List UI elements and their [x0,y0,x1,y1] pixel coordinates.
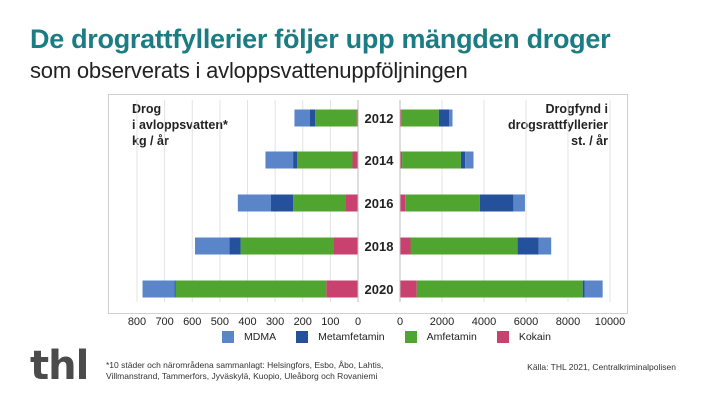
chart-frame [108,94,628,314]
left-bar-mdma-2020 [142,280,175,298]
left-ylabel-line: kg / år [132,134,169,148]
legend-label: Metamfetamin [318,331,385,343]
left-bar-kokain-2018 [333,237,358,255]
left-x-tick-label: 600 [183,316,201,328]
right-bar-mdma-2014 [465,151,474,169]
left-bar-metamfetamin-2012 [309,109,316,127]
left-bar-mdma-2012 [294,109,310,127]
legend-swatch-amfetamin [404,331,417,343]
left-bar-kokain-2014 [352,151,358,169]
page-subtitle: som observerats i avloppsvattenuppföljni… [30,58,468,83]
right-bar-mdma-2020 [584,280,603,298]
left-bar-kokain-2016 [345,194,358,212]
right-bar-kokain-2018 [400,237,411,255]
right-bar-kokain-2012 [400,109,402,127]
legend-swatch-kokain [496,331,509,343]
right-x-tick-label: 4000 [472,316,496,328]
right-bar-mdma-2018 [538,237,552,255]
right-bar-amfetamin-2018 [410,237,518,255]
right-ylabel-line: drogsrattfyllerier [507,118,608,132]
chart-legend: MDMA Metamfetamin Amfetamin Kokain [222,331,571,343]
left-x-tick-label: 0 [355,316,361,328]
left-bar-amfetamin-2018 [240,237,334,255]
source-note: Källa: THL 2021, Centralkriminalpolisen [527,362,676,372]
left-ylabel-line: i avloppsvatten* [132,118,228,132]
right-bar-metamfetamin-2014 [460,151,466,169]
right-bar-kokain-2020 [400,280,417,298]
right-ylabel-line: Drogfynd i [545,102,609,116]
right-bar-amfetamin-2014 [402,151,461,169]
left-chart-ylabel: Drog i avloppsvatten* kg / år [132,101,228,149]
right-bar-mdma-2012 [449,109,453,127]
right-x-tick-label: 10000 [595,316,626,328]
left-bar-metamfetamin-2014 [293,151,298,169]
legend-item-kokain: Kokain [496,331,551,343]
right-bar-metamfetamin-2012 [438,109,450,127]
left-x-tick-label: 100 [321,316,339,328]
right-bar-amfetamin-2012 [401,109,439,127]
legend-item-amfetamin: Amfetamin [404,331,477,343]
right-bar-kokain-2014 [400,151,403,169]
right-x-tick-label: 6000 [514,316,538,328]
right-x-tick-label: 2000 [430,316,454,328]
right-bar-kokain-2016 [400,194,406,212]
legend-swatch-metamfetamin [296,331,309,343]
left-bar-amfetamin-2012 [315,109,357,127]
year-label: 2012 [365,111,394,126]
right-bar-metamfetamin-2018 [517,237,539,255]
left-bar-metamfetamin-2018 [229,237,241,255]
legend-label: MDMA [244,331,277,343]
right-x-tick-label: 8000 [556,316,580,328]
legend-item-mdma: MDMA [222,331,276,343]
left-bar-mdma-2014 [265,151,294,169]
right-bar-amfetamin-2020 [416,280,583,298]
left-bar-kokain-2012 [356,109,358,127]
year-label: 2014 [365,153,395,168]
left-bar-kokain-2020 [326,280,358,298]
left-bar-mdma-2018 [195,237,230,255]
left-bar-amfetamin-2014 [297,151,353,169]
right-x-tick-label: 0 [397,316,403,328]
left-x-tick-label: 700 [155,316,173,328]
left-bar-metamfetamin-2020 [174,280,176,298]
left-bar-amfetamin-2020 [175,280,327,298]
left-ylabel-line: Drog [132,102,162,116]
right-bar-metamfetamin-2016 [479,194,514,212]
left-x-tick-label: 200 [294,316,312,328]
right-bar-amfetamin-2016 [405,194,480,212]
right-bar-metamfetamin-2020 [582,280,585,298]
right-bar-mdma-2016 [513,194,525,212]
footnote: *10 städer och närområdena sammanlagt: H… [106,360,384,381]
legend-label: Amfetamin [426,331,477,343]
left-x-tick-label: 500 [211,316,229,328]
left-bar-metamfetamin-2016 [270,194,294,212]
left-bar-amfetamin-2016 [293,194,346,212]
right-chart-ylabel: Drogfynd i drogsrattfyllerier st. / år [486,101,608,149]
left-x-tick-label: 800 [128,316,146,328]
left-x-tick-label: 300 [266,316,284,328]
legend-label: Kokain [518,331,551,343]
left-x-tick-label: 400 [238,316,256,328]
right-ylabel-line: st. / år [571,134,608,148]
year-label: 2020 [365,282,394,297]
year-label: 2016 [365,196,394,211]
left-bar-mdma-2016 [237,194,271,212]
year-label: 2018 [365,239,394,254]
page-title: De drograttfyllerier följer upp mängden … [30,24,611,54]
legend-swatch-mdma [222,331,234,343]
legend-item-metamfetamin: Metamfetamin [296,331,385,343]
thl-logo: thl [30,343,89,389]
